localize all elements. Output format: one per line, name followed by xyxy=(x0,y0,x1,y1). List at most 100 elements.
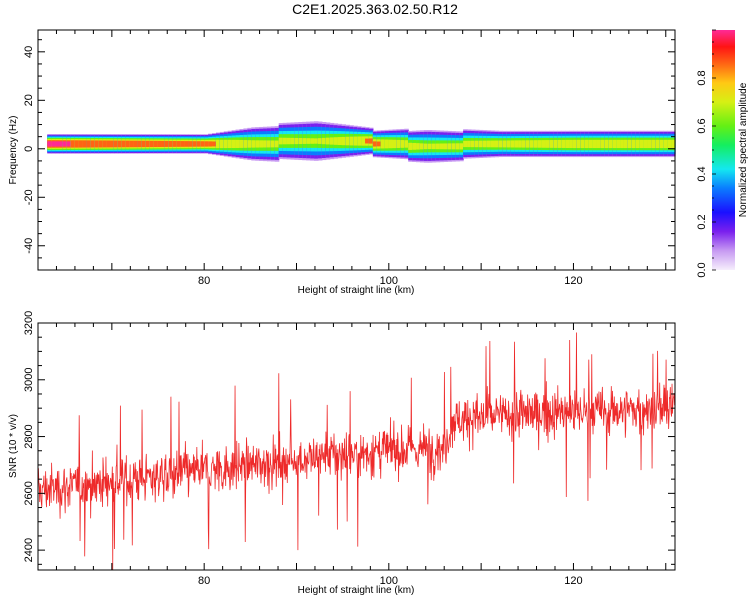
spectrogram-cell xyxy=(533,140,539,148)
spectrogram-xtick-label: 100 xyxy=(380,275,398,287)
spectrogram-cell xyxy=(604,139,609,149)
spectrogram-cell xyxy=(302,138,307,144)
spectrogram-cell xyxy=(86,140,91,148)
spectrogram-cell xyxy=(580,139,586,149)
spectrogram-cell xyxy=(274,140,280,148)
spectrogram-cell xyxy=(51,141,56,147)
spectrogram-cell xyxy=(200,141,205,147)
spectrogram-ytick-label: 40 xyxy=(23,46,35,58)
spectrogram-cell xyxy=(525,140,531,148)
spectrogram-cell xyxy=(423,143,429,150)
spectrogram-cell xyxy=(651,139,656,149)
colorbar-gradient xyxy=(712,30,735,270)
spectrogram-cell xyxy=(341,136,347,146)
spectrogram-cell xyxy=(184,141,190,147)
spectrogram-cell xyxy=(353,136,358,146)
spectrogram-cell xyxy=(243,140,248,148)
spectrogram-cell xyxy=(612,139,617,149)
spectrogram-cell xyxy=(372,141,378,147)
colorbar: 0.0 0.2 0.4 0.6 0.8 Normalized spectral ampl… xyxy=(696,29,749,278)
spectrogram-cell xyxy=(59,141,64,147)
spectrogram-cell xyxy=(117,140,123,148)
spectrogram-cell xyxy=(643,139,649,149)
spectrogram-cell xyxy=(161,140,166,147)
spectrogram-cell xyxy=(467,140,472,148)
spectrogram-cell xyxy=(455,143,460,150)
spectrogram-cell xyxy=(494,140,500,148)
spectrogram-cell xyxy=(82,140,88,148)
snr-ylabel: SNR (10 * v/v) xyxy=(8,414,19,478)
spectrogram-cell xyxy=(514,140,519,148)
spectrogram-cell xyxy=(388,139,394,149)
spectrogram-cell xyxy=(251,140,256,148)
spectrogram-cell xyxy=(439,143,445,150)
spectrogram-cell xyxy=(572,139,578,149)
spectrogram-cell xyxy=(502,140,507,148)
spectrogram-cell xyxy=(215,139,221,149)
colorbar-tick-label: 0.0 xyxy=(696,262,708,277)
spectrogram-cell xyxy=(623,139,629,149)
spectrogram-cell xyxy=(361,136,366,146)
spectrogram-cell xyxy=(620,139,625,149)
spectrogram-cell xyxy=(121,140,127,148)
spectrogram-cell xyxy=(447,143,452,150)
spectrogram-cell xyxy=(298,138,303,145)
snr-ytick-label: 2400 xyxy=(23,538,35,562)
spectrogram-cell xyxy=(655,139,660,149)
spectrogram-cell xyxy=(129,140,135,148)
spectrogram-cell xyxy=(510,140,515,148)
spectrogram-cell xyxy=(223,139,229,149)
spectrogram-cell xyxy=(168,140,174,147)
spectrogram-cell xyxy=(396,139,401,148)
spectrogram-cell xyxy=(192,141,197,147)
spectrogram-cell xyxy=(486,140,492,148)
spectrogram-cell xyxy=(561,139,566,148)
spectrogram-cell xyxy=(663,139,668,149)
figure-title: C2E1.2025.363.02.50.R12 xyxy=(292,1,458,17)
spectrogram-cell xyxy=(616,139,621,149)
spectrogram-cell xyxy=(541,140,547,148)
snr-ytick-label: 2600 xyxy=(23,481,35,505)
spectrogram-cell xyxy=(247,140,252,148)
spectrogram-cell xyxy=(474,140,480,148)
spectrogram-cell xyxy=(463,140,468,148)
spectrogram-cell xyxy=(470,140,476,148)
spectrogram-cell xyxy=(349,136,354,146)
snr-ytick-label: 3000 xyxy=(23,368,35,392)
snr-data xyxy=(37,332,676,571)
spectrogram-cell xyxy=(294,137,299,145)
spectrogram-cell xyxy=(270,140,276,148)
spectrogram-cell xyxy=(592,139,598,149)
spectrogram-cell xyxy=(325,137,331,145)
spectrogram-cell xyxy=(137,140,142,148)
spectrogram-cell xyxy=(145,140,150,148)
spectrogram-cell xyxy=(314,138,319,144)
spectrogram-cell xyxy=(459,143,464,150)
spectrogram-cell xyxy=(196,141,201,147)
spectrogram-cell xyxy=(157,140,162,147)
snr-ticks: 80 100 120 2400 2600 2800 3000 3200 xyxy=(23,311,675,587)
spectrogram-cell xyxy=(219,139,225,149)
spectrogram-cell xyxy=(90,140,95,148)
spectrogram-cell xyxy=(153,140,158,148)
spectrogram-cell xyxy=(404,140,409,148)
spectrogram-cell xyxy=(345,136,350,146)
spectrogram-cell xyxy=(227,139,233,149)
spectrogram-cell xyxy=(113,140,119,148)
spectrogram-cell xyxy=(55,141,60,147)
spectrogram-cell xyxy=(435,143,441,150)
spectrogram-cell xyxy=(416,143,421,150)
snr-xtick-label: 100 xyxy=(380,575,398,587)
spectrogram-cell xyxy=(412,142,417,150)
spectrogram-cell xyxy=(337,137,343,146)
spectrogram-cell xyxy=(329,137,335,145)
spectrogram-cell xyxy=(431,143,437,150)
spectrogram-cell xyxy=(419,143,425,150)
spectrogram-cell xyxy=(529,140,535,148)
spectrogram-cell xyxy=(317,138,323,144)
spectrogram-cell xyxy=(255,140,260,148)
spectrogram-cell xyxy=(125,140,131,148)
spectrogram-ticks: 80 100 120 -40 -20 0 20 40 xyxy=(23,30,675,287)
spectrogram-cell xyxy=(231,139,237,149)
spectrogram-cell xyxy=(149,140,154,148)
